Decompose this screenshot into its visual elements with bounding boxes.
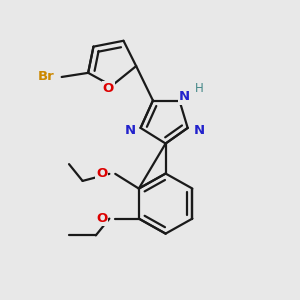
Text: O: O [96, 212, 107, 225]
Text: Br: Br [38, 70, 54, 83]
Text: N: N [125, 124, 136, 137]
Text: N: N [194, 124, 205, 137]
Text: H: H [195, 82, 204, 95]
Text: O: O [103, 82, 114, 95]
Text: N: N [178, 91, 190, 103]
Text: O: O [96, 167, 107, 180]
